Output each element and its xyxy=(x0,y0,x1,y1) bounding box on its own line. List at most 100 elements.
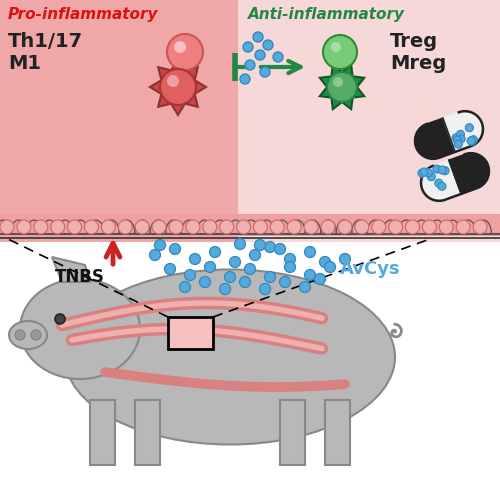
Polygon shape xyxy=(476,220,492,234)
Bar xyxy=(238,0,500,242)
Polygon shape xyxy=(104,220,120,234)
Circle shape xyxy=(264,242,276,252)
Circle shape xyxy=(273,52,283,62)
Circle shape xyxy=(438,182,446,190)
Polygon shape xyxy=(320,220,336,234)
Circle shape xyxy=(220,283,230,295)
Polygon shape xyxy=(290,220,306,234)
Circle shape xyxy=(468,137,476,146)
Polygon shape xyxy=(57,220,73,234)
Polygon shape xyxy=(196,220,212,234)
Circle shape xyxy=(167,34,203,70)
Circle shape xyxy=(34,220,48,234)
Polygon shape xyxy=(352,220,368,234)
Polygon shape xyxy=(320,65,364,109)
Circle shape xyxy=(424,169,432,177)
Circle shape xyxy=(440,220,454,234)
Polygon shape xyxy=(274,220,290,234)
Bar xyxy=(135,400,160,465)
Circle shape xyxy=(274,244,285,255)
Circle shape xyxy=(135,220,149,234)
Circle shape xyxy=(102,220,116,234)
Circle shape xyxy=(240,74,250,84)
Polygon shape xyxy=(460,220,476,234)
Polygon shape xyxy=(449,153,489,194)
Text: Anti-inflammatory: Anti-inflammatory xyxy=(248,7,405,22)
Polygon shape xyxy=(119,220,135,234)
Circle shape xyxy=(340,254,350,264)
Circle shape xyxy=(254,240,266,250)
Text: Treg: Treg xyxy=(390,32,438,51)
Circle shape xyxy=(204,262,216,273)
Bar xyxy=(168,317,213,349)
Circle shape xyxy=(321,220,335,234)
Text: AvCys: AvCys xyxy=(340,260,400,278)
Circle shape xyxy=(220,220,234,234)
Circle shape xyxy=(284,254,296,264)
Circle shape xyxy=(68,220,82,234)
Circle shape xyxy=(154,240,166,250)
Circle shape xyxy=(324,262,336,273)
Circle shape xyxy=(84,220,98,234)
Circle shape xyxy=(250,249,260,261)
Polygon shape xyxy=(382,220,398,234)
Circle shape xyxy=(338,220,352,234)
Circle shape xyxy=(435,179,443,187)
Circle shape xyxy=(170,244,180,255)
Polygon shape xyxy=(181,220,197,234)
Circle shape xyxy=(473,220,487,234)
Circle shape xyxy=(427,172,435,181)
Ellipse shape xyxy=(20,279,140,379)
Circle shape xyxy=(355,220,369,234)
Circle shape xyxy=(243,42,253,52)
Circle shape xyxy=(164,263,175,275)
Circle shape xyxy=(304,246,316,258)
Circle shape xyxy=(304,220,318,234)
Polygon shape xyxy=(52,257,90,282)
Text: M1: M1 xyxy=(8,54,41,73)
Circle shape xyxy=(255,50,265,60)
Text: Pro-inflammatory: Pro-inflammatory xyxy=(8,7,158,22)
Circle shape xyxy=(180,281,190,293)
Circle shape xyxy=(167,75,179,87)
Circle shape xyxy=(280,277,290,287)
Circle shape xyxy=(245,60,255,70)
Circle shape xyxy=(331,42,341,52)
Circle shape xyxy=(456,220,470,234)
Ellipse shape xyxy=(65,269,395,445)
Circle shape xyxy=(264,271,276,282)
Circle shape xyxy=(169,220,183,234)
Circle shape xyxy=(200,277,210,287)
Polygon shape xyxy=(336,220,352,234)
Circle shape xyxy=(441,167,449,175)
Circle shape xyxy=(55,314,65,324)
Circle shape xyxy=(118,220,132,234)
Circle shape xyxy=(333,77,343,87)
Circle shape xyxy=(372,220,386,234)
Circle shape xyxy=(184,269,196,281)
Polygon shape xyxy=(429,220,445,234)
Polygon shape xyxy=(166,220,182,234)
Polygon shape xyxy=(26,220,42,234)
Text: Th1/17: Th1/17 xyxy=(8,32,83,51)
Text: TNBS: TNBS xyxy=(55,268,105,286)
Circle shape xyxy=(438,166,446,174)
Circle shape xyxy=(467,137,475,145)
Circle shape xyxy=(388,220,402,234)
Circle shape xyxy=(190,254,200,264)
Circle shape xyxy=(244,263,256,275)
Circle shape xyxy=(203,220,217,234)
Polygon shape xyxy=(305,220,321,234)
Circle shape xyxy=(224,271,235,282)
Circle shape xyxy=(174,41,186,53)
Polygon shape xyxy=(444,220,460,234)
Circle shape xyxy=(240,277,250,287)
Polygon shape xyxy=(212,220,228,234)
Polygon shape xyxy=(367,220,383,234)
Polygon shape xyxy=(134,220,150,234)
Polygon shape xyxy=(10,220,26,234)
Circle shape xyxy=(260,283,270,295)
Circle shape xyxy=(300,281,310,293)
Polygon shape xyxy=(0,220,11,234)
Polygon shape xyxy=(150,59,206,115)
